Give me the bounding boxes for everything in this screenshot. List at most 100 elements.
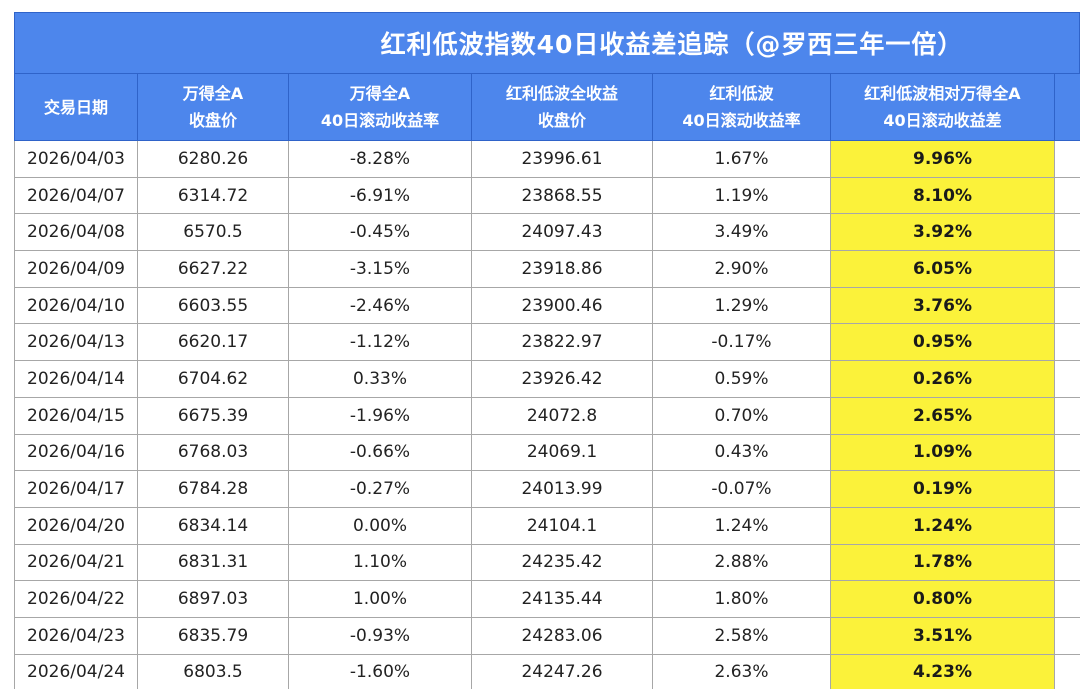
cell-blank	[1054, 653, 1080, 692]
table-row: 2026/04/21 6831.31 1.10% 24235.42 2.88% 1.78%	[14, 543, 1080, 582]
cell-date: 2026/04/24	[14, 653, 138, 692]
header-date: 交易日期	[14, 73, 138, 141]
cell-dividend-return: 0.70%	[652, 396, 831, 435]
cell-blank	[1054, 323, 1080, 362]
cell-wind-close: 6835.79	[137, 616, 289, 655]
cell-spread: 1.78%	[830, 543, 1055, 582]
cell-spread: 4.23%	[830, 653, 1055, 692]
cell-wind-return: -1.96%	[288, 396, 472, 435]
cell-blank	[1054, 286, 1080, 325]
cell-wind-return: 0.00%	[288, 506, 472, 545]
cell-wind-return: 0.33%	[288, 360, 472, 398]
cell-date: 2026/04/08	[14, 213, 138, 252]
cell-date: 2026/04/07	[14, 176, 138, 215]
cell-wind-close: 6314.72	[137, 176, 289, 215]
table-row: 2026/04/07 6314.72 -6.91% 23868.55 1.19% 8.10…	[14, 176, 1080, 215]
cell-blank	[1054, 580, 1080, 618]
header-wind-return: 万得全A 40日滚动收益率	[288, 73, 472, 141]
cell-dividend-close: 24104.1	[471, 506, 653, 545]
cell-dividend-return: 1.29%	[652, 286, 831, 325]
cell-dividend-close: 24135.44	[471, 580, 653, 618]
cell-wind-close: 6834.14	[137, 506, 289, 545]
title-text: 红利低波指数40日收益差追踪（@罗西三年一倍）	[380, 30, 964, 59]
cell-dividend-return: 2.63%	[652, 653, 831, 692]
cell-spread: 9.96%	[830, 140, 1055, 178]
table-row: 2026/04/10 6603.55 -2.46% 23900.46 1.29% 3.76…	[14, 286, 1080, 325]
cell-spread: 3.51%	[830, 616, 1055, 655]
cell-dividend-close: 24013.99	[471, 470, 653, 508]
cell-wind-close: 6784.28	[137, 470, 289, 508]
cell-wind-close: 6897.03	[137, 580, 289, 618]
cell-wind-return: 1.00%	[288, 580, 472, 618]
table-row: 2026/04/17 6784.28 -0.27% 24013.99 -0.07% 0.1…	[14, 470, 1080, 508]
table-row: 2026/04/15 6675.39 -1.96% 24072.8 0.70% 2.65%	[14, 396, 1080, 435]
cell-blank	[1054, 506, 1080, 545]
table-title: 红利低波指数40日收益差追踪（@罗西三年一倍）	[14, 12, 1080, 74]
cell-dividend-return: 0.43%	[652, 433, 831, 472]
cell-spread: 0.95%	[830, 323, 1055, 362]
cell-spread: 6.05%	[830, 250, 1055, 288]
cell-wind-close: 6570.5	[137, 213, 289, 252]
cell-date: 2026/04/17	[14, 470, 138, 508]
cell-dividend-return: 1.67%	[652, 140, 831, 178]
cell-wind-close: 6768.03	[137, 433, 289, 472]
cell-dividend-return: 1.80%	[652, 580, 831, 618]
cell-spread: 8.10%	[830, 176, 1055, 215]
cell-spread: 1.24%	[830, 506, 1055, 545]
cell-date: 2026/04/16	[14, 433, 138, 472]
table-row: 2026/04/16 6768.03 -0.66% 24069.1 0.43% 1.09%	[14, 433, 1080, 472]
cell-blank	[1054, 213, 1080, 252]
cell-blank	[1054, 140, 1080, 178]
cell-dividend-close: 24235.42	[471, 543, 653, 582]
cell-dividend-return: 3.49%	[652, 213, 831, 252]
cell-wind-close: 6627.22	[137, 250, 289, 288]
cell-wind-return: -0.93%	[288, 616, 472, 655]
table-row: 2026/04/20 6834.14 0.00% 24104.1 1.24% 1.24%	[14, 506, 1080, 545]
cell-dividend-close: 23868.55	[471, 176, 653, 215]
cell-blank	[1054, 470, 1080, 508]
cell-date: 2026/04/10	[14, 286, 138, 325]
cell-dividend-close: 24247.26	[471, 653, 653, 692]
cell-wind-close: 6704.62	[137, 360, 289, 398]
cell-dividend-return: 2.58%	[652, 616, 831, 655]
header-wind-close: 万得全A 收盘价	[137, 73, 289, 141]
data-table: 交易日期 万得全A 收盘价 万得全A 40日滚动收益率 红利低波全收益 收盘价 …	[14, 73, 1080, 692]
cell-date: 2026/04/20	[14, 506, 138, 545]
cell-date: 2026/04/13	[14, 323, 138, 362]
cell-wind-return: -3.15%	[288, 250, 472, 288]
cell-dividend-return: -0.17%	[652, 323, 831, 362]
table-body: 2026/04/03 6280.26 -8.28% 23996.61 1.67% 9.96…	[14, 140, 1080, 692]
header-row: 交易日期 万得全A 收盘价 万得全A 40日滚动收益率 红利低波全收益 收盘价 …	[14, 73, 1080, 141]
table-row: 2026/04/08 6570.5 -0.45% 24097.43 3.49% 3.92%	[14, 213, 1080, 252]
cell-dividend-return: -0.07%	[652, 470, 831, 508]
cell-date: 2026/04/03	[14, 140, 138, 178]
cell-wind-return: -0.27%	[288, 470, 472, 508]
cell-blank	[1054, 176, 1080, 215]
cell-date: 2026/04/15	[14, 396, 138, 435]
header-dividend-close: 红利低波全收益 收盘价	[471, 73, 653, 141]
cell-dividend-return: 2.90%	[652, 250, 831, 288]
cell-wind-return: -1.60%	[288, 653, 472, 692]
cell-spread: 3.92%	[830, 213, 1055, 252]
cell-dividend-close: 23822.97	[471, 323, 653, 362]
cell-dividend-return: 1.19%	[652, 176, 831, 215]
cell-date: 2026/04/14	[14, 360, 138, 398]
cell-dividend-close: 24097.43	[471, 213, 653, 252]
cell-spread: 0.80%	[830, 580, 1055, 618]
cell-wind-close: 6603.55	[137, 286, 289, 325]
cell-dividend-close: 23926.42	[471, 360, 653, 398]
cell-blank	[1054, 250, 1080, 288]
cell-blank	[1054, 616, 1080, 655]
cell-wind-return: -1.12%	[288, 323, 472, 362]
cell-spread: 1.09%	[830, 433, 1055, 472]
cell-wind-close: 6620.17	[137, 323, 289, 362]
table-row: 2026/04/13 6620.17 -1.12% 23822.97 -0.17% 0.9…	[14, 323, 1080, 362]
table-row: 2026/04/22 6897.03 1.00% 24135.44 1.80% 0.80%	[14, 580, 1080, 618]
header-blank	[1054, 73, 1080, 141]
cell-dividend-close: 23918.86	[471, 250, 653, 288]
table-row: 2026/04/03 6280.26 -8.28% 23996.61 1.67% 9.96…	[14, 140, 1080, 178]
cell-wind-return: -0.45%	[288, 213, 472, 252]
table-row: 2026/04/14 6704.62 0.33% 23926.42 0.59% 0.26%	[14, 360, 1080, 398]
cell-date: 2026/04/09	[14, 250, 138, 288]
